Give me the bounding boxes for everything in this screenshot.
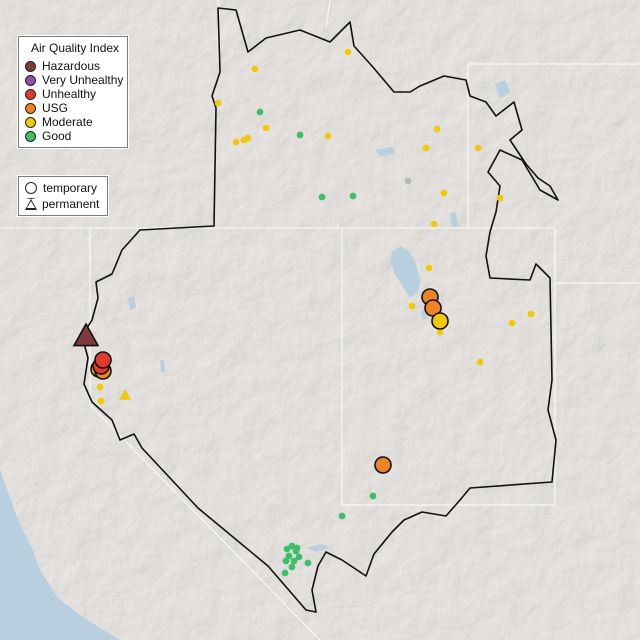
- bear-lake: [450, 212, 458, 228]
- monitor-markers: [72, 48, 535, 577]
- legend-label: temporary: [43, 181, 98, 195]
- monitor-dot[interactable]: [425, 264, 433, 272]
- walker-lake: [160, 360, 165, 372]
- monitor-dot[interactable]: [422, 144, 430, 152]
- moderate-swatch-icon: [25, 116, 36, 128]
- monitor-dot[interactable]: [527, 310, 535, 318]
- legend-label: Hazardous: [42, 59, 101, 73]
- legend-label: Unhealthy: [42, 87, 97, 101]
- monitor-dot[interactable]: [433, 125, 441, 133]
- san-francisco-bay: [0, 500, 6, 525]
- monitor-dot[interactable]: [96, 383, 104, 391]
- aqi-legend: Air Quality Index Hazardous Very Unhealt…: [18, 36, 128, 148]
- very-unhealthy-swatch-icon: [25, 74, 36, 86]
- circle-icon: [25, 182, 37, 194]
- pyramid-lake: [128, 296, 136, 310]
- permanent-monitor-triangle[interactable]: [72, 322, 100, 347]
- monitor-dot[interactable]: [304, 559, 312, 567]
- great-salt-lake: [390, 246, 420, 298]
- monitor-dot[interactable]: [290, 557, 298, 565]
- monitor-dot[interactable]: [508, 319, 516, 327]
- monitor-dot[interactable]: [97, 397, 105, 405]
- aqi-legend-title: Air Quality Index: [31, 41, 120, 55]
- monitor-dot[interactable]: [281, 569, 289, 577]
- legend-label: Moderate: [42, 115, 93, 129]
- good-swatch-icon: [25, 130, 36, 142]
- monitor-dot[interactable]: [262, 124, 270, 132]
- monitor-dot[interactable]: [408, 302, 416, 310]
- monitor-dot[interactable]: [256, 108, 264, 116]
- lake-mead: [306, 544, 330, 552]
- monitor-dot[interactable]: [440, 189, 448, 197]
- temporary-monitor-circle[interactable]: [94, 351, 112, 369]
- monitor-dot[interactable]: [285, 552, 293, 560]
- monitor-dot[interactable]: [296, 131, 304, 139]
- american-falls-reservoir: [375, 147, 396, 156]
- monitor-dot[interactable]: [474, 144, 482, 152]
- monitor-dot[interactable]: [338, 512, 346, 520]
- monitor-dot[interactable]: [214, 99, 222, 107]
- temporary-monitor-circle[interactable]: [431, 312, 449, 330]
- pacific-ocean: [0, 470, 120, 640]
- legend-item-good: Good: [25, 129, 71, 143]
- usg-swatch-icon: [25, 102, 36, 114]
- monitor-dot[interactable]: [404, 177, 412, 185]
- monitor-dot[interactable]: [244, 134, 252, 142]
- monitor-dot[interactable]: [251, 65, 259, 73]
- legend-item-permanent: permanent: [25, 197, 99, 211]
- monitor-dot[interactable]: [288, 563, 296, 571]
- legend-item-temporary: temporary: [25, 181, 97, 195]
- hazardous-swatch-icon: [25, 60, 36, 72]
- monitor-dot[interactable]: [436, 328, 444, 336]
- legend-label: Good: [42, 129, 72, 143]
- monitor-dot[interactable]: [295, 553, 303, 561]
- region-boundary: [81, 7, 559, 613]
- monitor-dot[interactable]: [476, 358, 484, 366]
- monitor-dot[interactable]: [318, 193, 326, 201]
- monitor-dot[interactable]: [344, 48, 352, 56]
- legend-item-usg: USG: [25, 101, 68, 115]
- triangle-icon: [25, 198, 37, 210]
- legend-item-very-unhealthy: Very Unhealthy: [25, 73, 123, 87]
- monitor-dot[interactable]: [349, 192, 357, 200]
- monitor-dot[interactable]: [324, 132, 332, 140]
- monitor-dot[interactable]: [282, 557, 290, 565]
- temporary-monitor-circle[interactable]: [374, 456, 392, 474]
- legend-label: permanent: [42, 197, 100, 211]
- monitor-dot[interactable]: [293, 544, 301, 552]
- legend-label: USG: [42, 101, 69, 115]
- permanent-monitor-triangle[interactable]: [119, 389, 131, 400]
- unhealthy-swatch-icon: [25, 88, 36, 100]
- legend-item-unhealthy: Unhealthy: [25, 87, 96, 101]
- legend-item-moderate: Moderate: [25, 115, 93, 129]
- monitor-dot[interactable]: [369, 492, 377, 500]
- monitor-dot[interactable]: [496, 194, 504, 202]
- monitor-dot[interactable]: [430, 220, 438, 228]
- monitor-dot[interactable]: [283, 545, 291, 553]
- legend-label: Very Unhealthy: [42, 73, 124, 87]
- monitor-dot[interactable]: [232, 138, 240, 146]
- legend-item-hazardous: Hazardous: [25, 59, 100, 73]
- monitor-type-legend: temporary permanent: [18, 176, 108, 216]
- yellowstone-lake: [495, 80, 510, 98]
